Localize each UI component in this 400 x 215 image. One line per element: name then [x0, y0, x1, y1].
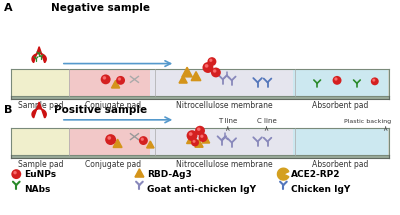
- Polygon shape: [69, 69, 156, 96]
- Text: T line: T line: [218, 118, 238, 124]
- Polygon shape: [293, 69, 388, 96]
- Polygon shape: [150, 128, 297, 155]
- Polygon shape: [179, 75, 187, 83]
- Text: Nitrocellulose membrane: Nitrocellulose membrane: [176, 160, 272, 169]
- Polygon shape: [147, 141, 154, 148]
- Text: B: B: [4, 105, 13, 115]
- Polygon shape: [12, 128, 69, 155]
- Text: Chicken IgY: Chicken IgY: [291, 185, 351, 194]
- Circle shape: [335, 78, 337, 80]
- Circle shape: [195, 126, 205, 136]
- Circle shape: [108, 137, 110, 139]
- Text: Conjugate pad: Conjugate pad: [84, 101, 141, 110]
- Circle shape: [214, 70, 216, 72]
- Circle shape: [186, 130, 198, 141]
- Circle shape: [101, 74, 111, 84]
- Text: Absorbent pad: Absorbent pad: [312, 160, 369, 169]
- Circle shape: [14, 172, 16, 174]
- Circle shape: [202, 62, 214, 73]
- Circle shape: [193, 140, 195, 142]
- Polygon shape: [11, 128, 389, 158]
- Circle shape: [211, 68, 221, 77]
- Circle shape: [332, 76, 342, 85]
- Circle shape: [205, 65, 208, 67]
- Circle shape: [11, 169, 21, 179]
- Circle shape: [198, 133, 208, 142]
- Polygon shape: [135, 169, 144, 177]
- Text: Goat anti-chicken IgY: Goat anti-chicken IgY: [147, 185, 256, 194]
- Circle shape: [371, 77, 379, 85]
- Text: Plastic backing: Plastic backing: [344, 119, 391, 124]
- Text: RBD-Ag3: RBD-Ag3: [147, 170, 192, 179]
- Circle shape: [191, 139, 199, 146]
- Text: A: A: [4, 3, 13, 13]
- Polygon shape: [186, 135, 196, 144]
- Text: Nitrocellulose membrane: Nitrocellulose membrane: [176, 101, 272, 110]
- Wedge shape: [278, 168, 289, 180]
- Circle shape: [373, 79, 375, 81]
- Polygon shape: [293, 128, 388, 155]
- Text: C line: C line: [257, 118, 276, 124]
- Text: Positive sample: Positive sample: [54, 105, 147, 115]
- Polygon shape: [11, 69, 389, 96]
- Circle shape: [139, 136, 148, 145]
- Circle shape: [210, 59, 212, 61]
- Text: Conjugate pad: Conjugate pad: [84, 160, 141, 169]
- Circle shape: [208, 57, 216, 66]
- Circle shape: [103, 77, 106, 79]
- Polygon shape: [113, 139, 122, 147]
- Polygon shape: [32, 47, 46, 63]
- Text: NAbs: NAbs: [24, 185, 51, 194]
- Polygon shape: [182, 67, 192, 77]
- Polygon shape: [69, 128, 156, 155]
- Polygon shape: [202, 136, 210, 143]
- Polygon shape: [150, 69, 297, 96]
- Circle shape: [201, 135, 203, 137]
- Circle shape: [118, 78, 120, 80]
- Polygon shape: [191, 72, 201, 81]
- Polygon shape: [11, 69, 389, 99]
- Circle shape: [190, 133, 192, 135]
- Circle shape: [105, 134, 116, 145]
- Polygon shape: [32, 102, 46, 118]
- Text: ACE2-RP2: ACE2-RP2: [291, 170, 341, 179]
- Circle shape: [141, 138, 143, 140]
- Circle shape: [198, 128, 200, 130]
- Circle shape: [116, 76, 125, 85]
- Text: EuNPs: EuNPs: [24, 170, 56, 179]
- Polygon shape: [112, 80, 120, 88]
- Text: Negative sample: Negative sample: [51, 3, 150, 13]
- Polygon shape: [11, 128, 389, 155]
- Text: Absorbent pad: Absorbent pad: [312, 101, 369, 110]
- Polygon shape: [195, 140, 203, 147]
- Polygon shape: [12, 69, 69, 96]
- Text: Sample pad: Sample pad: [18, 160, 63, 169]
- Text: Sample pad: Sample pad: [18, 101, 63, 110]
